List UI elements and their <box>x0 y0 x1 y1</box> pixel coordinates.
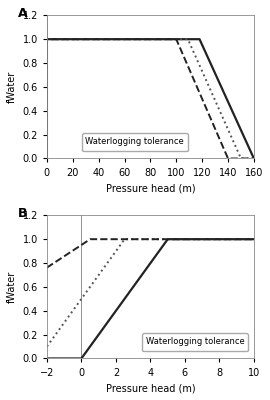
Text: B: B <box>18 207 28 220</box>
X-axis label: Pressure head (m): Pressure head (m) <box>106 183 195 193</box>
X-axis label: Pressure head (m): Pressure head (m) <box>106 383 195 393</box>
Text: A: A <box>18 7 28 20</box>
Y-axis label: fWater: fWater <box>7 271 17 303</box>
Legend:  <box>142 333 248 352</box>
Legend:  <box>82 133 188 152</box>
Y-axis label: fWater: fWater <box>7 71 17 103</box>
